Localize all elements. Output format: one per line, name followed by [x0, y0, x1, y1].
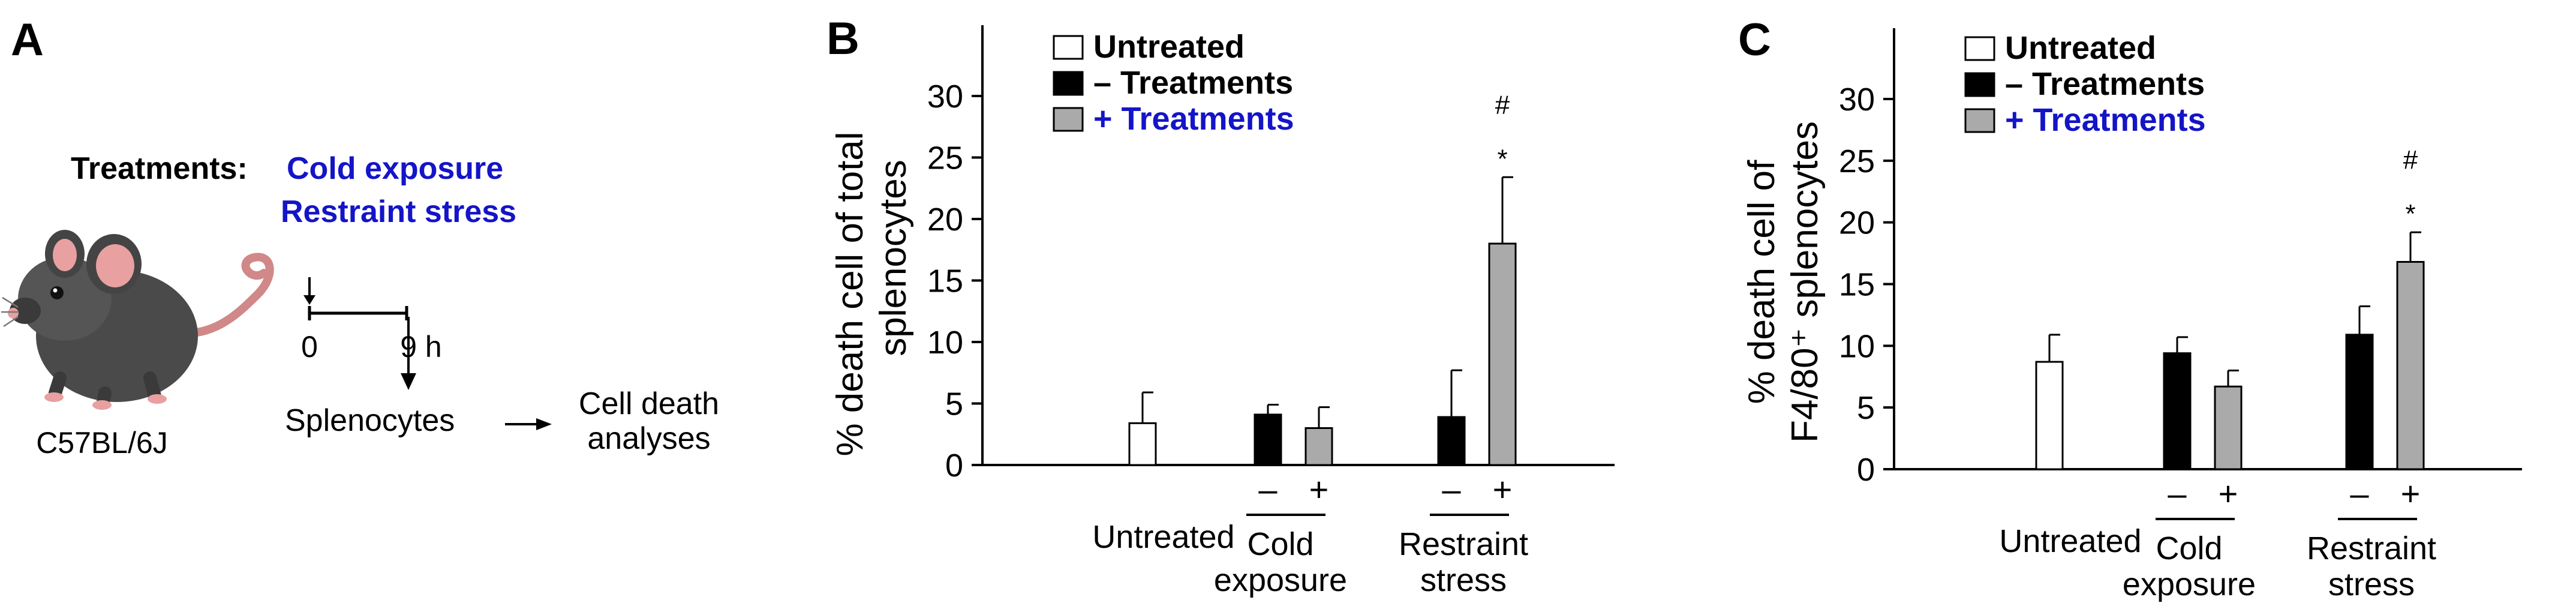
bar-sign-label: – [1442, 470, 1461, 508]
y-axis-label-line1: % death cell of total [829, 131, 871, 456]
bar [2035, 361, 2064, 470]
legend-entry: + Treatments [1093, 101, 1294, 137]
y-tick-label: 10 [927, 325, 963, 361]
arrow-down-icon [303, 295, 315, 305]
treatment-cold-exposure: Cold exposure [287, 151, 503, 186]
y-axis-label-line2: F4/80⁺ splenocytes [1784, 121, 1826, 443]
group-label: stress [1420, 562, 1507, 598]
panel-c-label: C [1738, 14, 1771, 65]
bar-sign-label: – [1258, 470, 1278, 508]
y-tick-label: 25 [927, 140, 963, 176]
bar [2163, 352, 2192, 470]
group-label: Untreated [1999, 523, 2141, 559]
legend-swatch [1053, 107, 1084, 132]
significance-mark: * [2405, 199, 2415, 229]
legend-entry: Untreated [1093, 29, 1245, 65]
bar-sign-label: + [1493, 470, 1513, 508]
y-tick-label: 15 [1839, 267, 1875, 303]
panel-b: B % death cell of total splenocytes 0 5 10… [826, 13, 1615, 598]
y-tick-label: 20 [1839, 205, 1875, 241]
legend-swatch [1964, 108, 1995, 133]
bar [1304, 427, 1333, 466]
bar [2396, 260, 2425, 470]
y-tick-label: 5 [1857, 390, 1875, 426]
analysis-label-line1: Cell death [579, 386, 719, 421]
group-label: Cold [2156, 530, 2222, 566]
legend-swatch [1053, 71, 1084, 96]
y-tick-label: 30 [927, 79, 963, 115]
legend-swatch [1053, 35, 1084, 60]
legend-swatch [1964, 72, 1995, 97]
mouse-strain-label: C57BL/6J [36, 426, 168, 460]
bar [2345, 334, 2374, 470]
bar [1437, 416, 1466, 466]
bar-sign-label: – [2168, 475, 2187, 512]
bar [1254, 413, 1282, 466]
y-tick-label: 30 [1839, 82, 1875, 118]
y-tick-label: 25 [1839, 143, 1875, 179]
bar-sign-label: + [2401, 475, 2421, 512]
group-label: Untreated [1092, 519, 1234, 555]
y-axis-label-line2: splenocytes [873, 160, 914, 356]
y-tick-label: 20 [927, 202, 963, 238]
bar-sign-label: + [2219, 475, 2238, 512]
y-tick-label: 5 [945, 386, 963, 422]
panel-c: C % death cell of F4/80⁺ splenocytes 0 5 1… [1738, 14, 2522, 602]
bar [1128, 422, 1157, 466]
y-tick-label: 15 [927, 263, 963, 299]
group-label: Cold [1247, 526, 1313, 562]
y-axis-label-line1: % death cell of [1741, 160, 1783, 404]
y-tick-label: 0 [1857, 452, 1875, 488]
significance-mark: # [2403, 145, 2418, 175]
time-end-label: 9 h [400, 330, 442, 364]
arrow-down-icon [401, 373, 416, 390]
group-label: stress [2328, 566, 2415, 602]
legend-entry: – Treatments [1093, 65, 1293, 101]
panel-a-label: A [11, 14, 44, 65]
y-tick-label: 10 [1839, 328, 1875, 364]
bar-sign-label: – [2350, 475, 2369, 512]
arrow-right-icon [536, 418, 552, 430]
splenocytes-label: Splenocytes [285, 403, 455, 438]
bar [2214, 385, 2243, 470]
significance-mark: # [1495, 90, 1510, 119]
analysis-label-line2: analyses [587, 421, 710, 456]
legend-entry: – Treatments [2005, 66, 2205, 102]
group-label: Restraint [1399, 526, 1528, 562]
group-label: exposure [1214, 562, 1347, 598]
group-label: Restraint [2307, 530, 2436, 566]
panel-a: A Treatments: Cold exposure Restraint st… [1, 14, 719, 460]
treatments-label: Treatments: [71, 151, 248, 186]
significance-mark: * [1497, 144, 1507, 173]
bar-sign-label: + [1309, 470, 1329, 508]
legend-swatch [1964, 36, 1995, 61]
legend-entry: + Treatments [2005, 102, 2206, 138]
treatment-restraint-stress: Restraint stress [281, 194, 516, 229]
y-tick-label: 0 [945, 448, 963, 484]
time-start-label: 0 [301, 330, 318, 364]
timeline [303, 277, 552, 430]
group-label: exposure [2123, 566, 2256, 602]
panel-b-label: B [826, 13, 859, 64]
mouse-illustration [1, 230, 274, 410]
bar [1488, 242, 1517, 466]
legend-entry: Untreated [2005, 30, 2156, 66]
